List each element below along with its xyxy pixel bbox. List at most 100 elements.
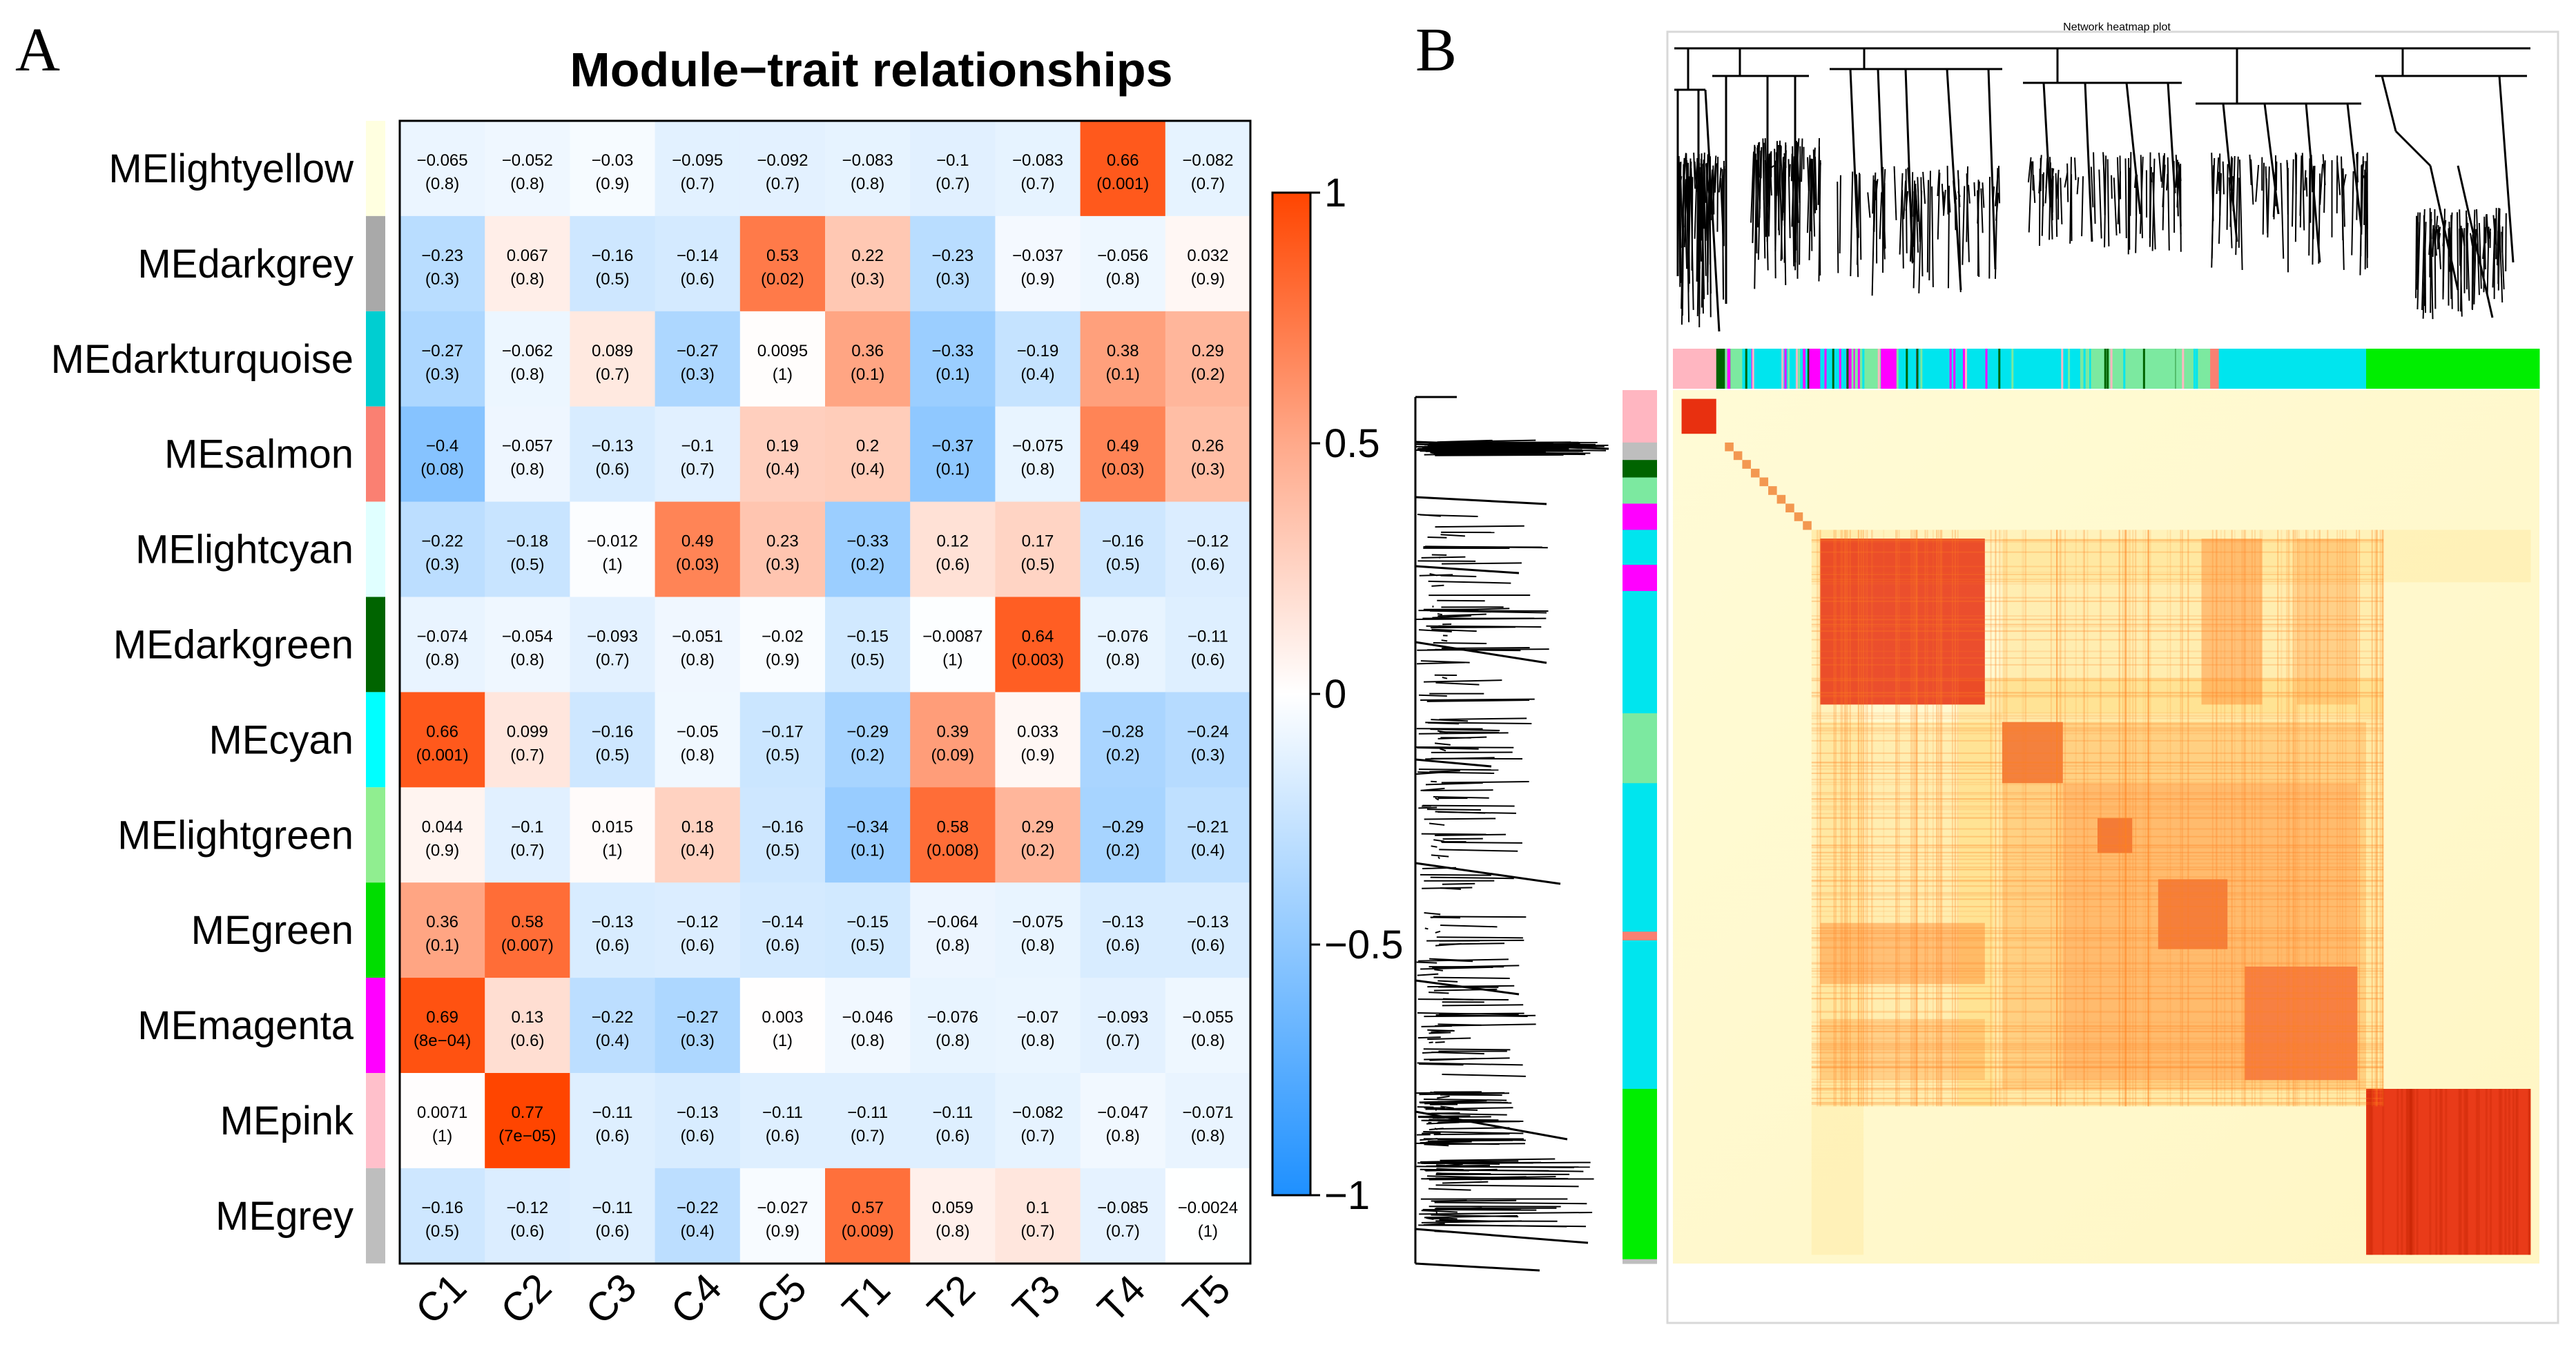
dendrogram-branch [1429, 1176, 1556, 1180]
tom-streak [1860, 530, 1862, 1107]
cell-pvalue: (0.2) [1106, 746, 1140, 764]
tom-streak [1811, 1066, 2384, 1068]
tom-streak [1811, 940, 2384, 942]
tom-block [1681, 398, 1716, 434]
cell-correlation: −0.037 [1012, 246, 1063, 265]
tom-streak [1811, 639, 2384, 641]
cell-pvalue: (0.008) [927, 841, 979, 860]
tom-streak [1811, 885, 2384, 887]
cell-pvalue: (0.8) [851, 1032, 884, 1050]
dendrogram-branch [1801, 138, 1803, 182]
tom-streak [1811, 733, 2384, 735]
module-color-stripe [1745, 349, 1747, 389]
heatmap-cell [1165, 978, 1251, 1074]
cell-correlation: −0.11 [932, 1103, 973, 1122]
heatmap-cell [995, 1168, 1081, 1264]
heatmap-cell [739, 692, 826, 788]
tom-streak [2317, 530, 2319, 1107]
dendrogram-branch [1417, 1062, 1523, 1066]
cell-correlation: 0.033 [1017, 722, 1058, 741]
module-color-stripe [1949, 349, 1952, 389]
tom-streak [1811, 782, 2384, 784]
dendrogram-branch [1418, 806, 1437, 809]
cell-pvalue: (1) [602, 841, 622, 860]
heatmap-title: Module−trait relationships [570, 43, 1172, 97]
dendrogram-branch [1416, 771, 1445, 775]
tom-streak [2371, 1089, 2374, 1255]
row-label: MEdarkturquoise [51, 337, 354, 382]
dendrogram-branch [2027, 157, 2032, 183]
tom-streak [2099, 530, 2101, 1107]
heatmap-cell [1165, 787, 1251, 883]
tom-streak [1811, 855, 2384, 857]
dendrogram-branch [1899, 173, 1904, 255]
top-dendrogram [1674, 47, 2530, 332]
row-label: MEsalmon [164, 432, 354, 477]
dendrogram-branch [1416, 661, 1465, 665]
heatmap-cell [825, 406, 911, 503]
tom-streak [1811, 1011, 2384, 1013]
dendrogram-branch [2028, 161, 2033, 233]
dendrogram-branch [1812, 149, 1817, 214]
dendrogram-branch [2492, 215, 2497, 245]
dendrogram-branch [1905, 191, 1909, 211]
tom-streak [1811, 551, 2384, 553]
tom-streak [1811, 893, 2384, 895]
dendrogram-branch [2249, 154, 2252, 186]
dendrogram-branch [1681, 172, 1685, 309]
tom-streak [2147, 530, 2149, 1107]
cell-correlation: 0.0071 [417, 1103, 467, 1122]
tom-streak [1811, 715, 2384, 717]
dendrogram-branch [2111, 175, 2113, 199]
heatmap-cell [570, 501, 656, 598]
cell-pvalue: (0.4) [851, 461, 884, 479]
dendrogram-branch [1437, 736, 1487, 739]
cell-pvalue: (0.8) [1191, 1032, 1225, 1050]
tom-block [2366, 1089, 2531, 1255]
cell-pvalue: (0.6) [510, 1222, 544, 1241]
col-labels: C1 C2 C3 C4 C5 T1 T2 T3 T4 T5 [407, 1265, 1239, 1333]
cell-correlation: −0.076 [927, 1008, 978, 1027]
module-color-stripe [1896, 349, 1899, 389]
cell-correlation: −0.13 [592, 437, 634, 456]
tom-streak [1935, 530, 1937, 1107]
heatmap-cell [570, 787, 656, 883]
cell-pvalue: (0.5) [766, 746, 800, 764]
dendrogram-branch [1431, 628, 1477, 632]
heatmap-cell [1080, 406, 1166, 503]
cell-pvalue: (0.8) [510, 175, 544, 193]
cell-correlation: 0.66 [426, 722, 458, 741]
tom-streak [2216, 530, 2218, 1107]
tom-streak [1811, 895, 2384, 897]
tom-streak [2381, 530, 2383, 1107]
tom-streak [2439, 1089, 2441, 1255]
tom-streak [2475, 1089, 2478, 1255]
tom-block [1776, 494, 1786, 504]
tom-streak [1811, 565, 2384, 568]
tom-streak [1811, 692, 2384, 694]
module-color-stripe [1824, 349, 1827, 389]
dendrogram-branch [2342, 168, 2345, 227]
tom-streak [1924, 530, 1926, 1107]
heatmap-cell [1165, 597, 1251, 693]
tom-streak [2025, 530, 2027, 1107]
cell-correlation: 0.003 [762, 1008, 803, 1027]
tom-streak [2342, 530, 2344, 1107]
tom-streak [1845, 530, 1847, 1107]
module-color-stripe [2196, 349, 2198, 389]
cell-correlation: 0.29 [1022, 818, 1054, 836]
tom-streak [1811, 623, 2384, 626]
module-color-stripe [2107, 349, 2109, 389]
dendrogram-branch [1418, 958, 1509, 962]
tom-streak [1811, 937, 2384, 939]
cell-pvalue: (0.7) [766, 175, 800, 193]
heatmap-cell [995, 215, 1081, 312]
dendrogram-branch [1436, 1164, 1446, 1166]
cell-pvalue: (0.7) [851, 1127, 884, 1145]
dendrogram-branch [1774, 148, 1776, 279]
dendrogram-branch [1792, 146, 1795, 267]
module-color-stripe [1749, 349, 1752, 389]
heatmap-cell [485, 501, 570, 598]
dendrogram-branch [1808, 165, 1812, 260]
dendrogram-branch [2483, 226, 2486, 270]
